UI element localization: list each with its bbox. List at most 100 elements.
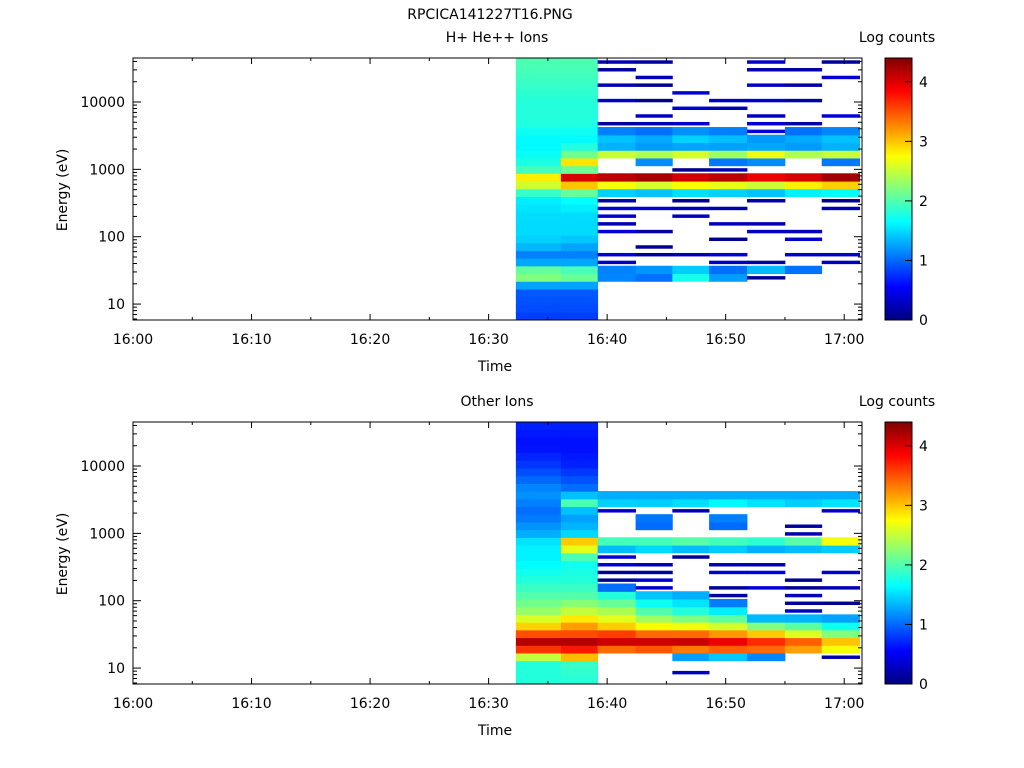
spectrogram-cell — [747, 537, 786, 546]
spectrogram-cell — [672, 91, 710, 95]
spectrogram-cell — [821, 645, 861, 654]
spectrogram-cell — [747, 83, 786, 87]
spectrogram-cell — [515, 637, 562, 646]
x-tick-label: 17:00 — [824, 696, 864, 712]
spectrogram-cell — [515, 622, 562, 631]
spectrogram-cell — [784, 578, 823, 582]
spectrogram-cell — [560, 460, 599, 469]
spectrogram-cell — [515, 629, 562, 639]
spectrogram-cell — [560, 652, 599, 662]
spectrogram-cell — [560, 173, 599, 182]
spectrogram-cell — [747, 222, 786, 226]
spectrogram-cell — [784, 491, 823, 500]
spectrogram-cell — [515, 73, 562, 82]
spectrogram-cell — [672, 150, 710, 159]
spectrogram-cell — [784, 142, 823, 151]
x-tick-label: 16:20 — [350, 696, 390, 712]
spectrogram-cell — [821, 655, 861, 659]
spectrogram-cell — [635, 180, 673, 190]
spectrogram-cell — [597, 555, 636, 559]
spectrogram-cell — [515, 544, 562, 554]
spectrogram-cell — [560, 645, 599, 654]
spectrogram-cell — [709, 614, 748, 623]
spectrogram-cell — [560, 288, 599, 298]
x-tick-label: 16:30 — [468, 332, 508, 348]
spectrogram-cell — [515, 645, 562, 654]
spectrogram-cell — [515, 227, 562, 236]
spectrogram-cell — [597, 214, 636, 218]
spectrogram-cell — [515, 65, 562, 74]
spectrogram-cell — [597, 188, 636, 198]
spectrogram-cell — [784, 127, 823, 136]
spectrogram-cell — [515, 521, 562, 531]
spectrogram-cell — [635, 173, 673, 182]
spectrogram-cell — [560, 57, 599, 67]
spectrogram-cell — [709, 188, 748, 198]
spectrogram-cell — [747, 199, 786, 203]
spectrogram-cell — [560, 421, 599, 431]
spectrogram-cell — [709, 173, 748, 182]
spectrogram-cell — [635, 134, 673, 144]
spectrogram-cell — [821, 142, 861, 151]
spectrogram-cell — [709, 514, 748, 523]
spectrogram-cell — [560, 491, 599, 500]
spectrogram-cell — [672, 670, 710, 675]
spectrogram-cell — [597, 252, 636, 257]
colorbar-tick-label: 0 — [919, 677, 928, 693]
spectrogram-cell — [515, 311, 562, 321]
spectrogram-cell — [515, 598, 562, 608]
spectrogram-cell — [515, 568, 562, 577]
spectrogram-cell — [560, 568, 599, 577]
spectrogram-cell — [821, 498, 861, 508]
spectrogram-cell — [560, 444, 599, 454]
spectrogram-cell — [747, 645, 786, 654]
spectrogram-cell — [747, 180, 786, 190]
spectrogram-cell — [515, 250, 562, 259]
spectrogram-cell — [597, 622, 636, 631]
spectrogram-cell — [821, 622, 861, 631]
spectrogram-cell — [672, 637, 710, 646]
spectrogram-cell — [821, 60, 861, 64]
panel-bottom-spectrogram — [515, 421, 861, 685]
panel-top-ylabel: Energy (eV) — [55, 149, 71, 232]
spectrogram-cell — [784, 586, 823, 590]
spectrogram-cell — [515, 188, 562, 198]
spectrogram-cell — [709, 237, 748, 242]
spectrogram-cell — [784, 237, 823, 242]
panel-top-title: H+ He++ Ions — [446, 30, 549, 46]
spectrogram-cell — [672, 652, 710, 662]
spectrogram-cell — [560, 498, 599, 508]
spectrogram-cell — [635, 206, 673, 211]
spectrogram-cell — [597, 229, 636, 234]
spectrogram-cell — [560, 537, 599, 546]
spectrogram-cell — [709, 544, 748, 554]
spectrogram-cell — [784, 544, 823, 554]
x-tick-label: 16:40 — [587, 696, 627, 712]
spectrogram-cell — [635, 570, 673, 575]
spectrogram-cell — [709, 180, 748, 190]
spectrogram-cell — [597, 142, 636, 151]
spectrogram-cell — [560, 591, 599, 600]
spectrogram-cell — [560, 675, 599, 685]
spectrogram-cell — [821, 199, 861, 203]
spectrogram-cell — [784, 188, 823, 198]
spectrogram-cell — [515, 204, 562, 213]
spectrogram-cell — [784, 180, 823, 190]
spectrogram-cell — [672, 180, 710, 190]
colorbar-frame — [884, 421, 913, 685]
spectrogram-cell — [515, 80, 562, 90]
spectrogram-cell — [672, 491, 710, 500]
spectrogram-cell — [635, 265, 673, 275]
spectrogram-cell — [821, 180, 861, 190]
spectrogram-cell — [821, 134, 861, 144]
spectrogram-cell — [560, 521, 599, 531]
spectrogram-cell — [747, 173, 786, 182]
colorbar-tick-label: 0 — [919, 313, 928, 329]
spectrogram-cell — [821, 127, 861, 136]
spectrogram-cell — [515, 606, 562, 615]
spectrogram-cell — [597, 150, 636, 159]
spectrogram-cell — [635, 121, 673, 126]
spectrogram-cell — [560, 134, 599, 144]
x-tick-label: 16:10 — [231, 696, 271, 712]
spectrogram-cell — [635, 544, 673, 554]
